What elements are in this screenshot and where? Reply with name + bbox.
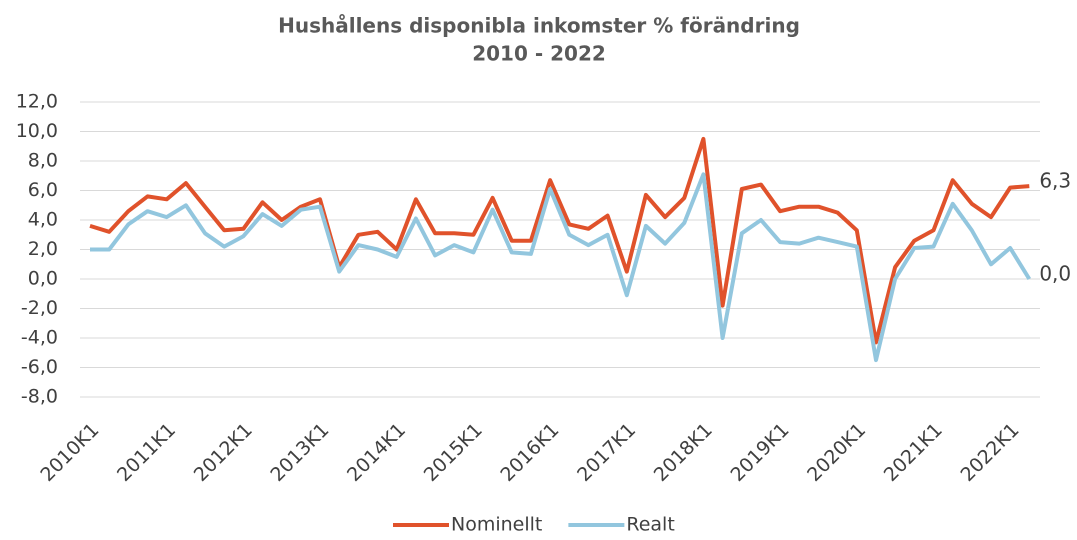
x-tick-label: 2021K1 bbox=[880, 419, 947, 486]
y-tick-label: 4,0 bbox=[28, 209, 58, 231]
x-tick-label: 2010K1 bbox=[36, 419, 103, 486]
x-tick-label: 2018K1 bbox=[650, 419, 717, 486]
x-tick-label: 2012K1 bbox=[190, 419, 257, 486]
end-label: 0,0 bbox=[1039, 262, 1071, 286]
y-tick-label: 10,0 bbox=[16, 120, 58, 142]
y-tick-label: -6,0 bbox=[21, 356, 58, 378]
x-tick-label: 2013K1 bbox=[266, 419, 333, 486]
x-tick-label: 2014K1 bbox=[343, 419, 410, 486]
x-tick-label: 2016K1 bbox=[496, 419, 563, 486]
x-tick-label: 2019K1 bbox=[726, 419, 793, 486]
y-tick-label: -2,0 bbox=[21, 297, 58, 319]
x-tick-label: 2011K1 bbox=[113, 419, 180, 486]
y-tick-label: 2,0 bbox=[28, 238, 58, 260]
y-tick-label: 6,0 bbox=[28, 179, 58, 201]
chart-title: Hushållens disponibla inkomster % föränd… bbox=[278, 14, 800, 38]
series-line bbox=[89, 136, 1030, 345]
y-tick-label: -8,0 bbox=[21, 386, 58, 408]
y-tick-label: -4,0 bbox=[21, 327, 58, 349]
legend-label: Realt bbox=[626, 514, 674, 536]
x-tick-label: 2017K1 bbox=[573, 419, 640, 486]
chart-subtitle: 2010 - 2022 bbox=[472, 42, 606, 66]
end-label: 6,3 bbox=[1039, 169, 1071, 193]
legend-label: Nominellt bbox=[451, 514, 542, 536]
x-tick-label: 2015K1 bbox=[420, 419, 487, 486]
y-tick-label: 12,0 bbox=[16, 91, 58, 113]
series-line bbox=[90, 172, 1032, 363]
x-tick-label: 2020K1 bbox=[803, 419, 870, 486]
y-tick-label: 8,0 bbox=[28, 150, 58, 172]
y-tick-label: 0,0 bbox=[28, 268, 58, 290]
x-tick-label: 2022K1 bbox=[956, 419, 1023, 486]
